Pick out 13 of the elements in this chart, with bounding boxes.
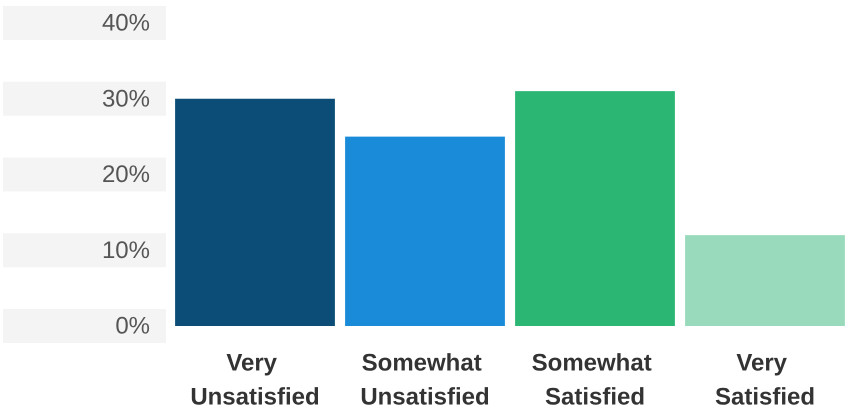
- y-tick-label: 40%: [102, 10, 150, 36]
- y-tick-label: 10%: [102, 236, 150, 264]
- x-tick-label: Somewhat Unsatisfied: [360, 350, 490, 410]
- x-tick-label: Somewhat Satisfied: [532, 350, 658, 410]
- bar: [345, 136, 505, 326]
- bar: [175, 98, 335, 326]
- bar: [685, 235, 845, 326]
- bar: [515, 91, 675, 326]
- y-tick-label: 30%: [102, 85, 150, 112]
- x-tick-label: Very Unsatisfied: [190, 350, 320, 410]
- x-tick-label: Very Satisfied: [714, 350, 816, 410]
- y-tick-label: 0%: [115, 312, 150, 340]
- y-tick-label: 20%: [102, 161, 150, 188]
